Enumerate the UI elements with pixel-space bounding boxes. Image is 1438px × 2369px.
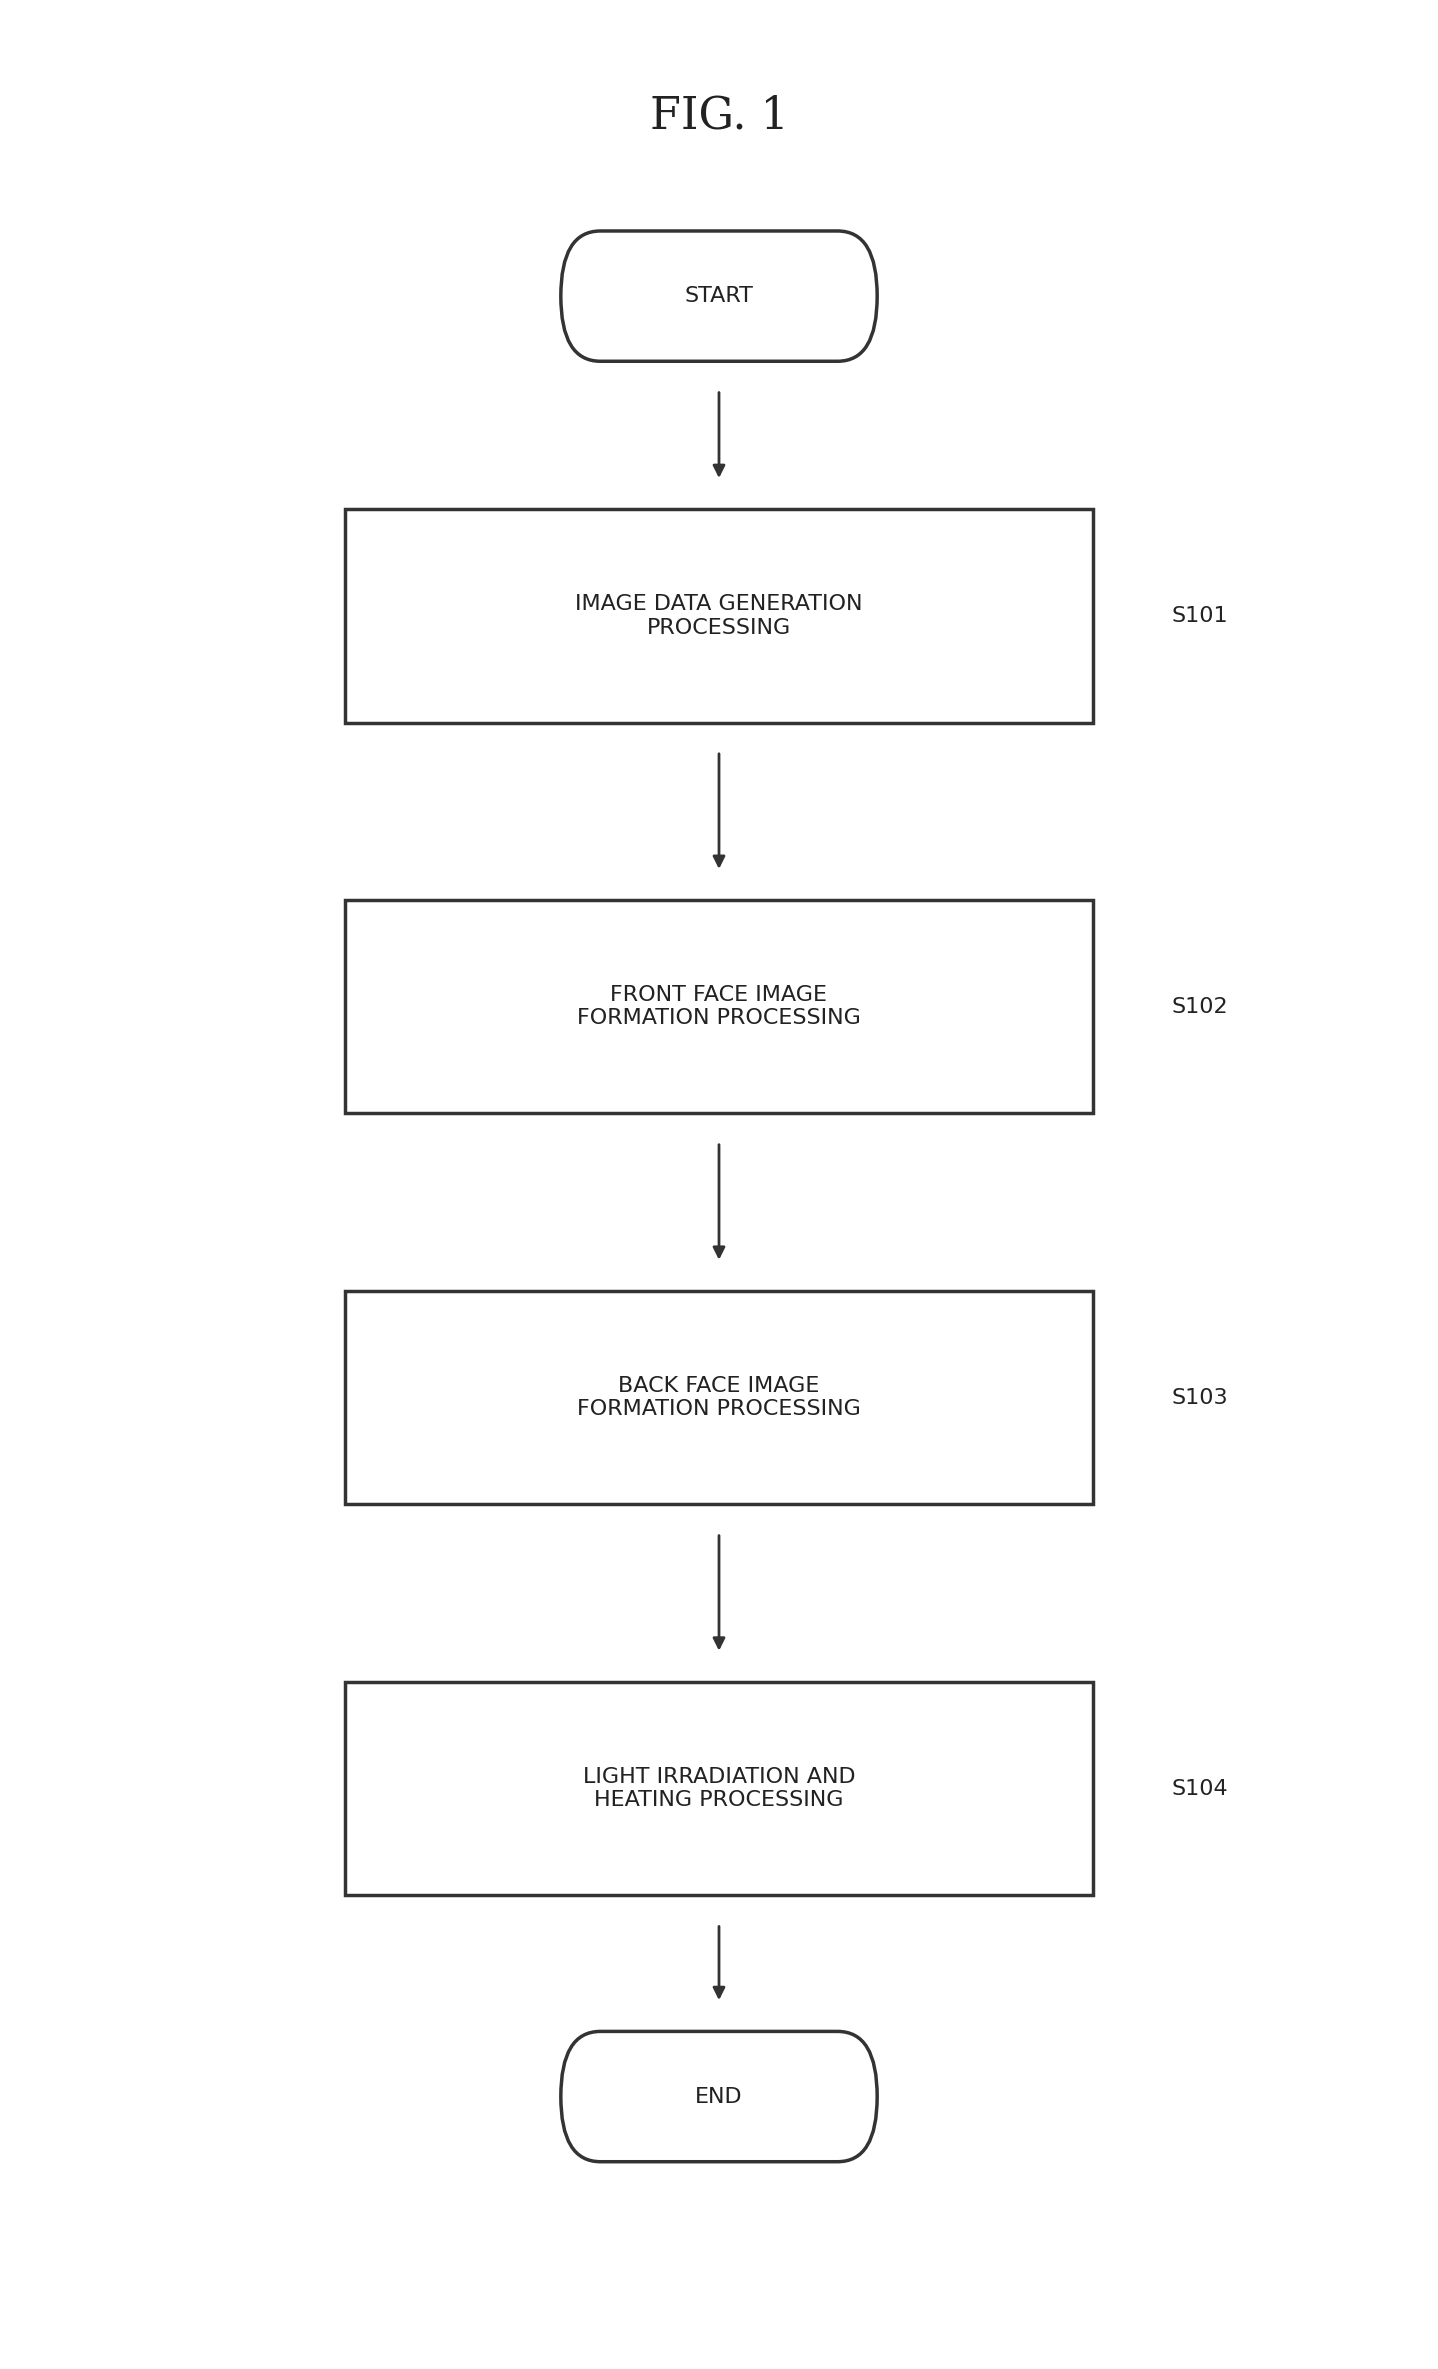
Text: LIGHT IRRADIATION AND
HEATING PROCESSING: LIGHT IRRADIATION AND HEATING PROCESSING	[582, 1767, 856, 1810]
Text: S101: S101	[1172, 606, 1228, 625]
Text: S102: S102	[1172, 997, 1228, 1016]
Text: FIG. 1: FIG. 1	[650, 95, 788, 137]
FancyBboxPatch shape	[561, 2030, 877, 2161]
Text: S103: S103	[1172, 1388, 1228, 1407]
Text: END: END	[695, 2087, 743, 2106]
Text: S104: S104	[1172, 1779, 1228, 1798]
FancyBboxPatch shape	[345, 900, 1093, 1113]
FancyBboxPatch shape	[561, 232, 877, 362]
Text: IMAGE DATA GENERATION
PROCESSING: IMAGE DATA GENERATION PROCESSING	[575, 595, 863, 637]
FancyBboxPatch shape	[345, 509, 1093, 723]
Text: START: START	[684, 287, 754, 306]
Text: BACK FACE IMAGE
FORMATION PROCESSING: BACK FACE IMAGE FORMATION PROCESSING	[577, 1376, 861, 1419]
FancyBboxPatch shape	[345, 1291, 1093, 1504]
FancyBboxPatch shape	[345, 1682, 1093, 1895]
Text: FRONT FACE IMAGE
FORMATION PROCESSING: FRONT FACE IMAGE FORMATION PROCESSING	[577, 986, 861, 1028]
